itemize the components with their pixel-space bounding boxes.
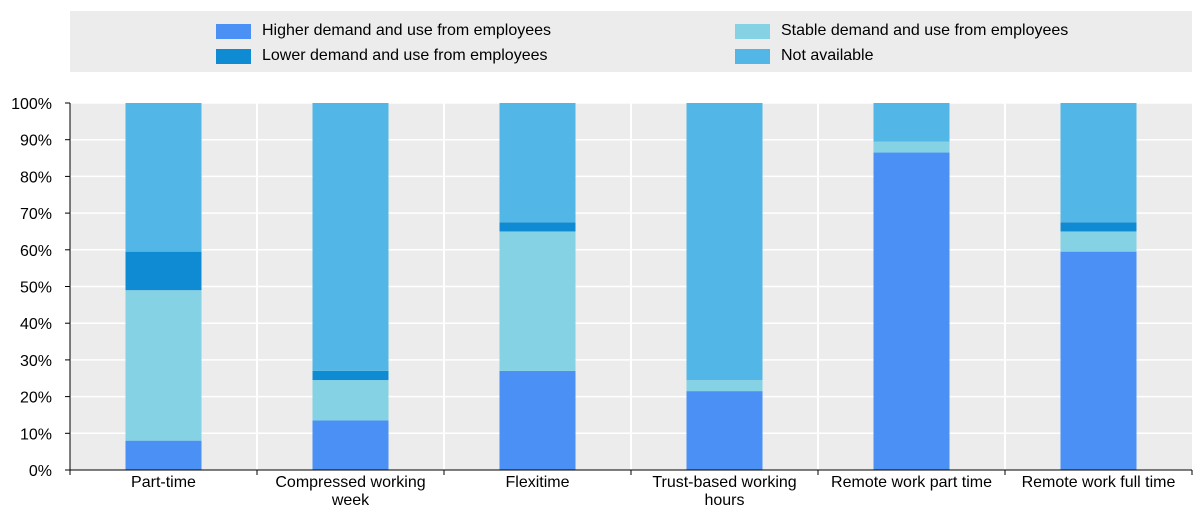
bar-segment bbox=[499, 231, 576, 371]
y-tick-label: 70% bbox=[20, 206, 52, 223]
legend-label-lower-demand: Lower demand and use from employees bbox=[262, 47, 548, 64]
x-category-label: Compressed working week bbox=[275, 474, 425, 509]
bar-segment bbox=[499, 222, 576, 232]
bar-segment bbox=[499, 370, 576, 470]
axis-labels: 0% 10% 20% 30% 40% 50% 60% 70% 80% 90% 100% Part-ti… bbox=[11, 96, 1175, 509]
bar-segment bbox=[1060, 222, 1137, 232]
bar-segment bbox=[312, 380, 389, 421]
legend-item-stable-demand: Stable demand and use from employees bbox=[735, 22, 1068, 40]
bar-segment bbox=[1060, 251, 1137, 470]
legend-swatch-not-available bbox=[735, 48, 770, 64]
bar-segment bbox=[1060, 103, 1137, 223]
legend-swatch-lower-demand bbox=[216, 48, 251, 64]
legend-label-not-available: Not available bbox=[781, 47, 874, 64]
legend-swatch-higher-demand bbox=[216, 23, 251, 39]
bar-segment bbox=[873, 152, 950, 471]
axes bbox=[65, 102, 1193, 475]
bar-segment bbox=[125, 251, 202, 291]
bar-segment bbox=[686, 103, 763, 381]
gridlines bbox=[70, 102, 1192, 470]
x-category-label: Part-time bbox=[131, 474, 196, 491]
y-tick-label: 30% bbox=[20, 353, 52, 370]
bar-segment bbox=[312, 370, 389, 381]
x-category-label: Remote work part time bbox=[831, 474, 992, 491]
bar-segment bbox=[312, 420, 389, 470]
bar-segment bbox=[125, 440, 202, 470]
y-tick-label: 50% bbox=[20, 280, 52, 297]
bar-segment bbox=[873, 141, 950, 153]
bar-segment bbox=[499, 103, 576, 223]
bars bbox=[125, 103, 1137, 471]
bar-segment bbox=[873, 103, 950, 142]
bar-segment bbox=[125, 290, 202, 441]
legend-item-lower-demand: Lower demand and use from employees bbox=[216, 47, 548, 65]
legend-item-not-available: Not available bbox=[735, 47, 874, 65]
y-tick-label: 80% bbox=[20, 169, 52, 186]
bar-segment bbox=[125, 103, 202, 252]
legend-label-higher-demand: Higher demand and use from employees bbox=[262, 22, 552, 39]
y-tick-label: 60% bbox=[20, 243, 52, 260]
y-tick-label: 40% bbox=[20, 316, 52, 333]
bar-segment bbox=[312, 103, 389, 371]
y-tick-label: 100% bbox=[11, 96, 52, 113]
legend-swatch-stable-demand bbox=[735, 23, 770, 39]
legend-label-stable-demand: Stable demand and use from employees bbox=[781, 22, 1069, 39]
y-tick-label: 20% bbox=[20, 390, 52, 407]
y-tick-label: 0% bbox=[29, 463, 52, 480]
x-category-label: Flexitime bbox=[505, 474, 569, 491]
legend-item-higher-demand: Higher demand and use from employees bbox=[216, 22, 551, 40]
y-tick-label: 10% bbox=[20, 426, 52, 443]
bar-segment bbox=[1060, 231, 1137, 252]
x-category-label: Remote work full time bbox=[1022, 474, 1176, 491]
x-category-label: Trust-based working hours bbox=[652, 474, 796, 509]
bar-segment bbox=[686, 380, 763, 392]
bar-segment bbox=[686, 391, 763, 470]
y-tick-label: 90% bbox=[20, 133, 52, 150]
legend: Higher demand and use from employees Sta… bbox=[70, 11, 1192, 72]
